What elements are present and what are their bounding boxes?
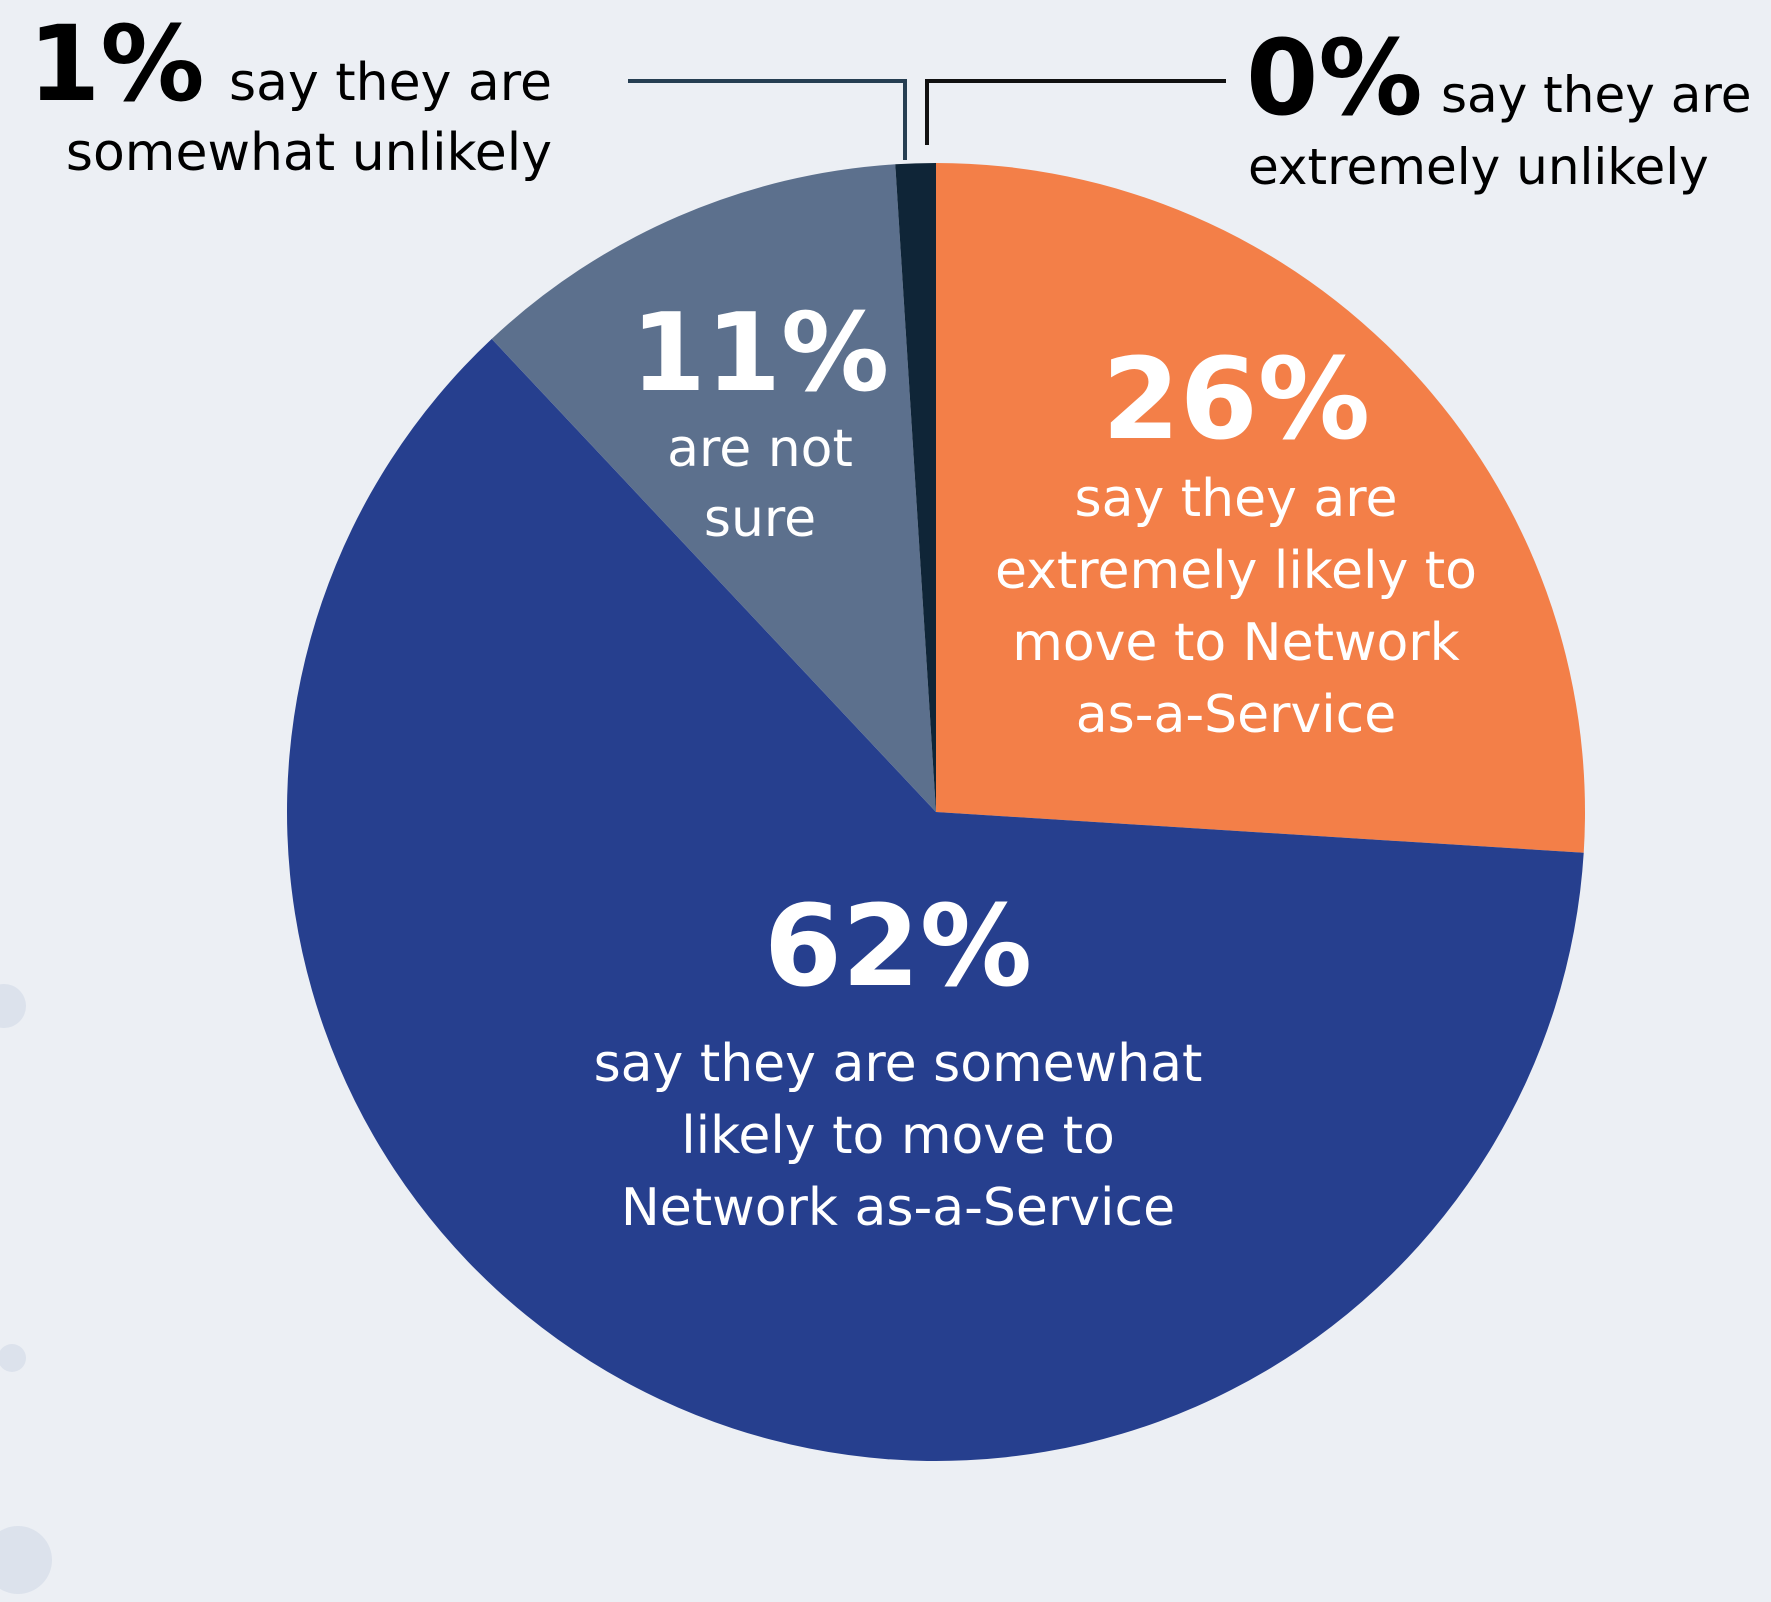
percent-label: 1% bbox=[28, 3, 205, 125]
description-line: move to Network bbox=[1012, 613, 1460, 673]
leader-line bbox=[628, 79, 907, 160]
pie-slice-somewhat-unlikely bbox=[895, 163, 936, 812]
percent-label: 62% bbox=[764, 882, 1032, 1012]
description-line: say they are bbox=[1441, 66, 1752, 124]
description-line: say they are bbox=[229, 53, 552, 113]
slice-label-not-sure: 11%are not sure bbox=[631, 291, 890, 549]
callout-extremely-unlikely: 0% say they are extremely unlikely bbox=[925, 17, 1752, 196]
leader-line bbox=[925, 79, 1226, 145]
description-line: say they are somewhat bbox=[594, 1034, 1203, 1094]
decorative-dot bbox=[0, 1344, 26, 1372]
description-line: as-a-Service bbox=[1076, 685, 1397, 745]
background-dots bbox=[0, 984, 52, 1594]
description-line: somewhat unlikely bbox=[66, 123, 552, 183]
pie-slice-extremely-likely bbox=[936, 163, 1586, 853]
callout-somewhat-unlikely: 1% say they are somewhat unlikely bbox=[28, 3, 907, 183]
description-line: extremely unlikely bbox=[1248, 138, 1709, 196]
decorative-dot bbox=[0, 984, 26, 1028]
percent-label: 26% bbox=[1102, 335, 1370, 465]
percent-label: 0% bbox=[1246, 17, 1423, 139]
pie-slice-somewhat-likely bbox=[287, 338, 1584, 1462]
slice-label-extremely-likely: 26%say they are extremely likely to move t… bbox=[995, 335, 1477, 745]
percent-label: 11% bbox=[631, 291, 890, 416]
description-line: likely to move to bbox=[681, 1106, 1115, 1166]
slice-label-somewhat-likely: 62% say they are somewhat likely to move t… bbox=[594, 882, 1203, 1238]
description-line: say they are bbox=[1075, 469, 1398, 529]
description-line: Network as-a-Service bbox=[621, 1178, 1175, 1238]
decorative-dot bbox=[0, 1526, 52, 1594]
description-line: are not bbox=[667, 419, 853, 479]
description-line: sure bbox=[704, 489, 816, 549]
description-line: extremely likely to bbox=[995, 541, 1477, 601]
pie-slice-not-sure bbox=[491, 164, 936, 812]
pie-slices bbox=[287, 163, 1586, 1462]
